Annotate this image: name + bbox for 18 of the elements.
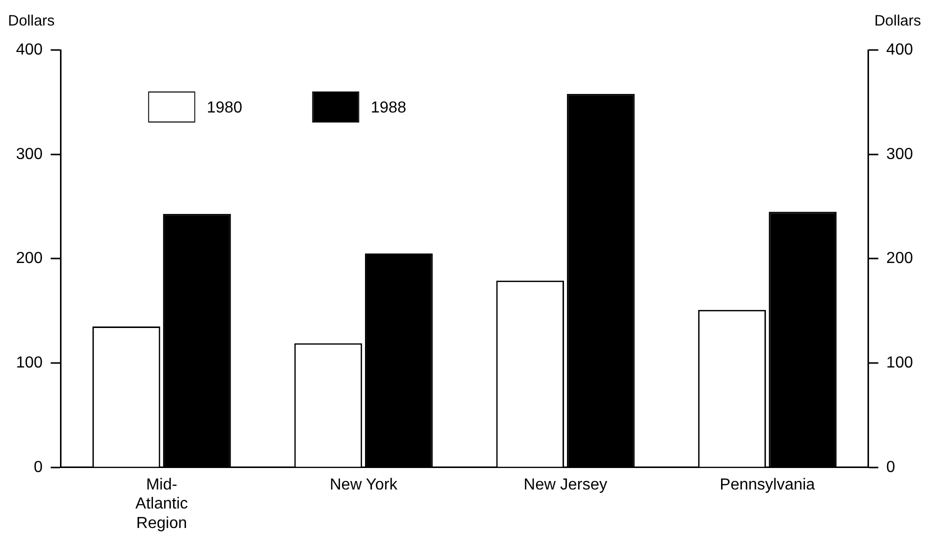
y-tick-label: 200 bbox=[16, 250, 43, 268]
legend-label: 1980 bbox=[206, 99, 242, 116]
x-tick-label: Pennsylvania bbox=[720, 476, 816, 494]
y-tick-label: 300 bbox=[16, 146, 43, 163]
y-tick-label: 0 bbox=[34, 458, 43, 476]
y2-tick-label: 100 bbox=[886, 354, 914, 372]
x-tick-label: New Jersey bbox=[524, 476, 608, 494]
legend-label: 1988 bbox=[370, 99, 406, 116]
x-tick-label: Mid-Atlantic Region bbox=[135, 476, 188, 532]
y2-axis-title: Dollars bbox=[874, 12, 921, 30]
y-tick-label: 400 bbox=[16, 41, 43, 58]
y2-tick-label: 400 bbox=[886, 41, 914, 58]
y2-tick-label: 300 bbox=[886, 146, 914, 163]
y-axis-title: Dollars bbox=[8, 12, 55, 30]
y2-tick-label: 0 bbox=[886, 458, 896, 476]
y2-tick-label: 200 bbox=[886, 250, 914, 268]
x-tick-label: New York bbox=[330, 476, 398, 494]
y-tick-label: 100 bbox=[16, 354, 43, 372]
